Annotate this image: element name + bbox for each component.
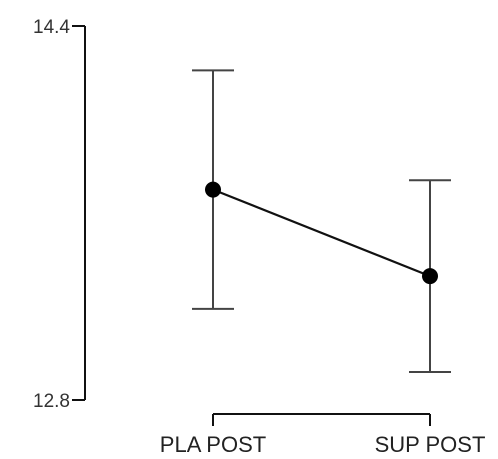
plot-area <box>192 69 451 373</box>
series-line <box>212 188 431 278</box>
y-axis: 14.4 12.8 <box>33 17 86 412</box>
x-category-label-sup-post: SUP POST <box>375 432 486 457</box>
x-axis: PLA POST SUP POST <box>160 413 486 457</box>
x-category-label-pla-post: PLA POST <box>160 432 266 457</box>
y-tick-label-top: 14.4 <box>33 17 70 38</box>
data-point-2 <box>422 268 438 285</box>
data-point-1 <box>205 181 221 198</box>
y-tick-label-bottom: 12.8 <box>33 391 70 412</box>
